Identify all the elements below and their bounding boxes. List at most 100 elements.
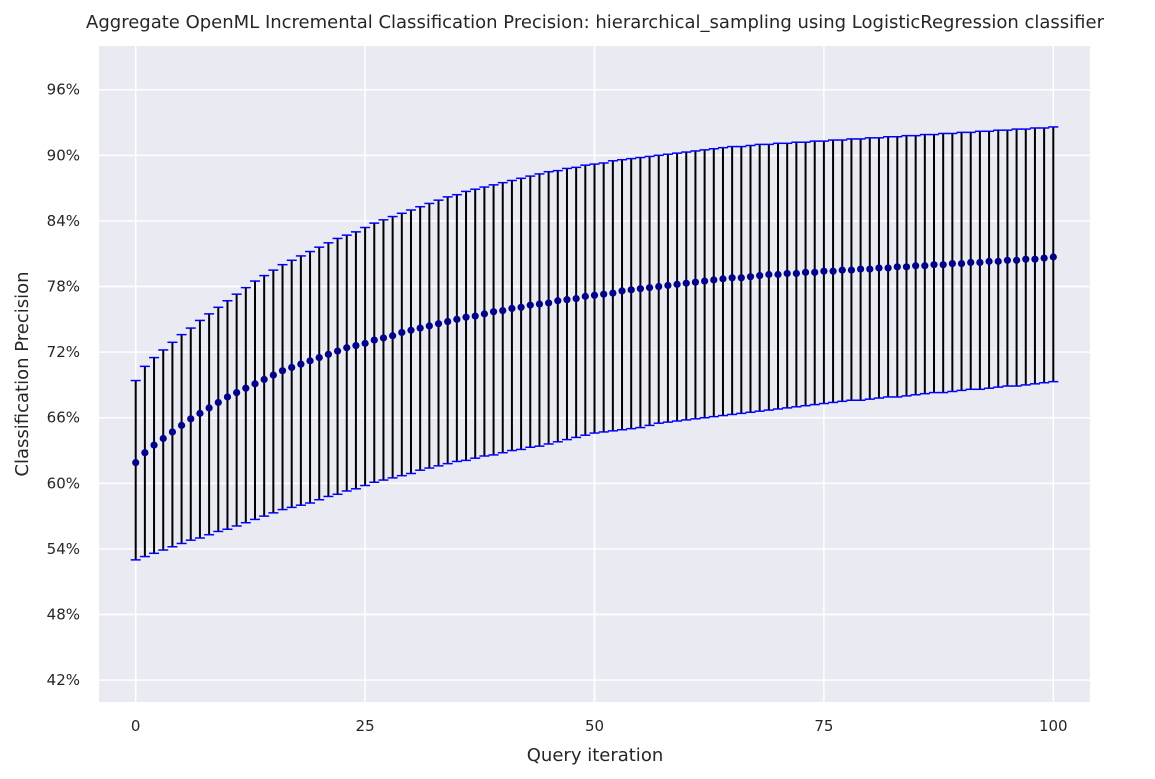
mean-point [994, 257, 1002, 265]
y-tick-label: 72% [47, 343, 80, 361]
y-tick-label: 54% [47, 540, 80, 558]
mean-point [370, 336, 378, 344]
y-tick-label: 60% [47, 474, 80, 492]
mean-point [673, 280, 681, 288]
mean-point [618, 287, 626, 295]
y-tick-label: 66% [47, 409, 80, 427]
mean-point [269, 371, 277, 379]
mean-point [352, 341, 360, 350]
mean-point [939, 261, 947, 269]
mean-point [251, 380, 259, 388]
mean-point [710, 276, 718, 284]
mean-point [389, 332, 397, 340]
mean-point [177, 421, 186, 429]
mean-point [829, 267, 837, 275]
mean-point [967, 258, 975, 267]
mean-point [746, 273, 755, 281]
mean-point [278, 367, 287, 375]
x-tick-labels: 0 25 50 75 100 [131, 717, 1068, 735]
x-tick-label: 0 [131, 717, 141, 735]
mean-point [260, 375, 268, 384]
mean-point [168, 428, 177, 436]
mean-point [407, 326, 415, 334]
mean-point [783, 269, 791, 278]
mean-point [563, 296, 571, 304]
mean-point [233, 388, 241, 397]
mean-point [1022, 255, 1030, 263]
mean-point [315, 354, 323, 362]
mean-point [875, 264, 883, 272]
mean-points [132, 253, 1057, 467]
mean-point [150, 441, 158, 449]
mean-point [636, 285, 644, 293]
mean-point [508, 304, 516, 312]
mean-point [756, 272, 764, 280]
mean-point [297, 360, 305, 368]
mean-point [765, 270, 773, 279]
y-tick-label: 48% [47, 606, 80, 624]
x-tick-label: 50 [585, 717, 604, 735]
mean-point [792, 269, 800, 278]
mean-point [893, 263, 901, 271]
y-tick-label: 84% [47, 212, 80, 230]
mean-point [572, 294, 580, 303]
mean-point [379, 334, 388, 342]
x-tick-label: 75 [814, 717, 833, 735]
chart-title: Aggregate OpenML Incremental Classificat… [86, 12, 1105, 33]
mean-point [499, 306, 507, 315]
mean-point [205, 404, 213, 412]
mean-point [857, 265, 865, 273]
mean-point [976, 258, 984, 267]
mean-point [462, 313, 470, 321]
mean-point [324, 350, 332, 358]
mean-point [196, 409, 204, 417]
mean-point [820, 267, 828, 275]
y-tick-label: 42% [47, 671, 80, 689]
mean-point [737, 274, 745, 282]
mean-point [957, 259, 966, 268]
y-tick-label: 78% [47, 278, 80, 296]
mean-point [361, 339, 369, 347]
mean-point [425, 322, 433, 330]
mean-point [444, 317, 452, 326]
y-tick-labels: 42% 48% 54% 60% 66% 72% 78% 84% 90% 96% [47, 81, 80, 689]
mean-point [600, 290, 608, 298]
mean-point [434, 320, 443, 328]
mean-point [1049, 253, 1057, 261]
mean-point [480, 310, 488, 318]
mean-point [517, 303, 525, 311]
x-axis-label: Query iteration [527, 745, 663, 766]
mean-point [645, 284, 654, 292]
mean-point [306, 357, 314, 365]
mean-point [774, 270, 782, 279]
mean-point [132, 458, 140, 467]
mean-point [554, 297, 562, 305]
mean-point [866, 265, 874, 273]
mean-point [545, 299, 553, 307]
mean-point [1040, 254, 1048, 262]
mean-point [141, 449, 149, 457]
y-tick-label: 96% [47, 81, 80, 99]
mean-point [1003, 256, 1012, 264]
mean-point [526, 301, 534, 309]
mean-point [930, 261, 938, 269]
mean-point [627, 286, 635, 294]
mean-point [701, 277, 709, 285]
mean-point [948, 259, 956, 268]
mean-point [609, 289, 617, 297]
mean-point [682, 279, 690, 287]
mean-point [664, 281, 672, 290]
mean-point [535, 300, 544, 308]
mean-point [847, 266, 856, 274]
mean-point [655, 282, 663, 291]
mean-point [884, 264, 892, 272]
mean-point [1031, 255, 1039, 263]
mean-point [471, 312, 479, 320]
mean-point [489, 308, 498, 316]
mean-point [719, 275, 727, 283]
mean-point [187, 415, 195, 423]
mean-point [921, 262, 929, 270]
mean-point [242, 384, 250, 392]
y-axis-label: Classification Precision [12, 271, 33, 476]
x-tick-label: 25 [356, 717, 375, 735]
